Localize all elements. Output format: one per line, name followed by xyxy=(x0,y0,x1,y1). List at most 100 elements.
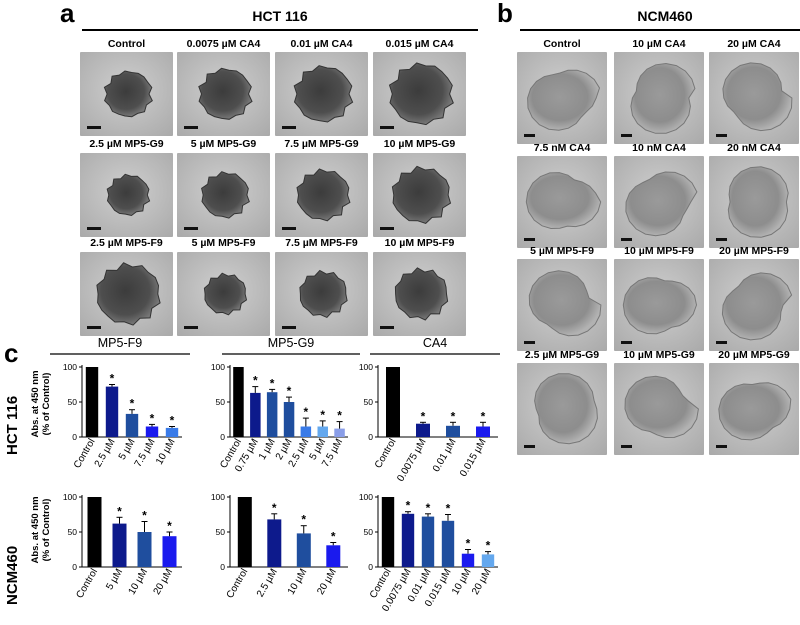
scale-bar xyxy=(380,227,394,230)
panel-b-micrograph-5 xyxy=(709,156,799,248)
bar xyxy=(296,533,311,567)
significance-star: * xyxy=(304,405,309,419)
significance-star: * xyxy=(320,408,325,422)
panel-b-micrograph-2 xyxy=(709,52,799,144)
panel-b-label: 10 µM MP5-G9 xyxy=(623,349,695,361)
panel-a-micrograph-4 xyxy=(80,153,173,237)
bar-chart-4: 0 50 100 Control * 2.5 µM * 10 µM * 20 µM xyxy=(211,492,348,600)
category-label: 2.5 µM xyxy=(255,567,280,599)
panel-a-micrograph-10 xyxy=(275,252,368,336)
panel-a-label: 0.01 µM CA4 xyxy=(290,38,353,50)
category-label: 20 µM xyxy=(315,567,339,597)
panel-b-rule xyxy=(520,29,800,31)
panel-c-letter: c xyxy=(4,338,19,368)
bar xyxy=(162,536,177,567)
y-tick-label: 0 xyxy=(220,562,225,572)
significance-star: * xyxy=(426,501,431,515)
panel-a-micrograph-3 xyxy=(373,52,466,136)
category-label: 10 µM xyxy=(286,567,310,597)
scale-bar xyxy=(380,126,394,129)
scale-bar xyxy=(716,134,727,137)
category-label: 1 µM xyxy=(257,437,278,462)
panel-a-label: 2.5 µM MP5-F9 xyxy=(90,237,163,249)
panel-a-letter: a xyxy=(60,0,75,28)
category-label: 10 µM xyxy=(154,437,178,467)
panel-a-rule xyxy=(82,29,478,31)
scale-bar xyxy=(621,238,632,241)
category-label: Control xyxy=(74,567,100,600)
panel-b-label: 10 nM CA4 xyxy=(632,142,686,154)
bar xyxy=(125,413,139,437)
scale-bar xyxy=(87,227,101,230)
panel-a-label: 10 µM MP5-F9 xyxy=(384,237,455,249)
panel-a-label: 5 µM MP5-F9 xyxy=(191,237,256,249)
panel-b-micrograph-1 xyxy=(614,52,704,144)
bar xyxy=(266,392,278,437)
y-tick-label: 0 xyxy=(72,562,77,572)
bar xyxy=(446,425,460,437)
panel-b-micrograph-10 xyxy=(614,363,704,455)
significance-star: * xyxy=(301,513,306,527)
scale-bar xyxy=(621,134,632,137)
bar xyxy=(401,513,415,567)
significance-star: * xyxy=(287,384,292,398)
scale-bar xyxy=(524,445,535,448)
significance-star: * xyxy=(451,409,456,423)
scale-bar xyxy=(716,341,727,344)
bar xyxy=(283,402,295,437)
bar xyxy=(87,497,102,567)
panel-a-label: 7.5 µM MP5-G9 xyxy=(284,138,359,150)
scale-bar xyxy=(524,134,535,137)
panel-a-label: 2.5 µM MP5-G9 xyxy=(89,138,164,150)
category-label: 10 µM xyxy=(127,567,151,597)
y-tick-label: 100 xyxy=(359,362,373,372)
y-tick-label: 0 xyxy=(368,432,373,442)
scale-bar xyxy=(380,326,394,329)
panel-a-micrograph-9 xyxy=(177,252,270,336)
panel-b-label: Control xyxy=(543,38,581,50)
scale-bar xyxy=(716,445,727,448)
significance-star: * xyxy=(481,409,486,423)
bar xyxy=(421,516,435,567)
significance-star: * xyxy=(117,504,122,518)
significance-star: * xyxy=(150,411,155,425)
scale-bar xyxy=(524,238,535,241)
bar xyxy=(481,554,495,567)
significance-star: * xyxy=(142,509,147,523)
bar xyxy=(381,497,395,567)
bar xyxy=(267,519,282,567)
panel-a-micrograph-8 xyxy=(80,252,173,336)
panel-a-label: 10 µM MP5-G9 xyxy=(383,138,456,150)
category-label: 0.0075 µM xyxy=(395,437,428,484)
scale-bar xyxy=(282,227,296,230)
panel-b-micrograph-4 xyxy=(614,156,704,248)
scale-bar xyxy=(184,227,198,230)
bar xyxy=(416,423,430,437)
scale-bar xyxy=(282,326,296,329)
significance-star: * xyxy=(130,397,135,411)
panel-a-micrograph-1 xyxy=(177,52,270,136)
significance-star: * xyxy=(110,372,115,386)
bar xyxy=(145,426,159,437)
bar xyxy=(326,545,341,567)
significance-star: * xyxy=(421,409,426,423)
panel-b-label: 10 µM MP5-F9 xyxy=(624,245,694,257)
category-label: Control xyxy=(373,437,399,470)
bar xyxy=(386,367,400,437)
chart-title: CA4 xyxy=(423,336,447,350)
scale-bar xyxy=(87,126,101,129)
scale-bar xyxy=(524,341,535,344)
panel-b-label: 20 µM MP5-G9 xyxy=(718,349,790,361)
y-tick-label: 100 xyxy=(63,492,77,502)
significance-star: * xyxy=(466,537,471,551)
y-tick-label: 100 xyxy=(211,492,225,502)
significance-star: * xyxy=(331,530,336,544)
panel-b-label: 20 nM CA4 xyxy=(727,142,781,154)
bar xyxy=(476,426,490,437)
scale-bar xyxy=(184,326,198,329)
panel-b-micrograph-6 xyxy=(517,259,607,351)
y-tick-label: 50 xyxy=(216,397,226,407)
